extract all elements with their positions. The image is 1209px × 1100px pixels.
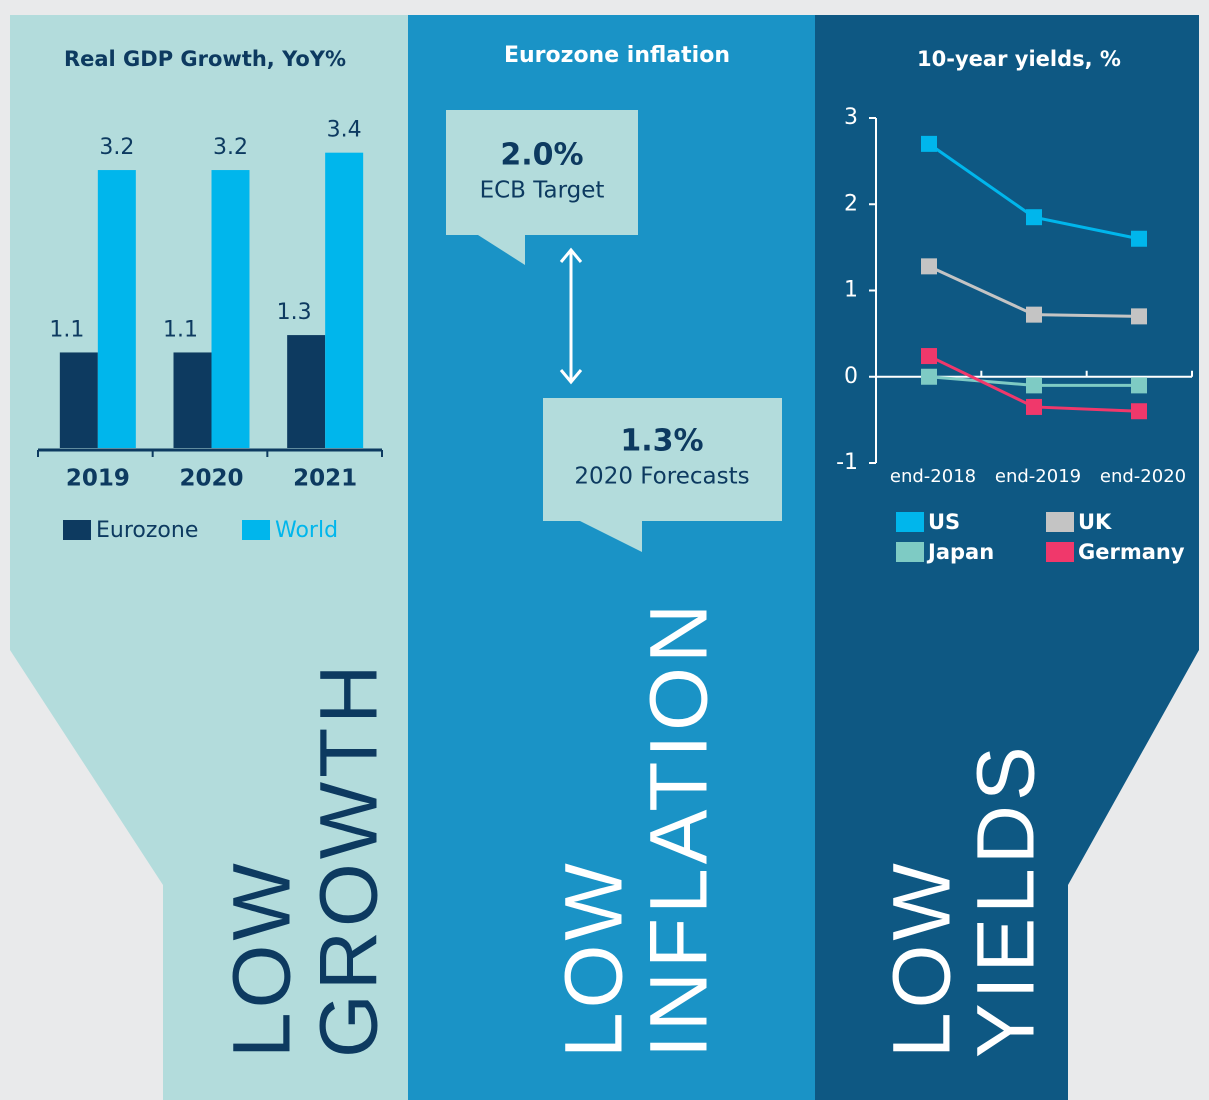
marker bbox=[1131, 377, 1147, 394]
bar bbox=[97, 170, 136, 449]
panel-word: INFLATION bbox=[634, 600, 725, 1058]
legend-label: Eurozone bbox=[96, 518, 198, 543]
y-tick-label: 3 bbox=[844, 105, 858, 130]
x-tick-label: 2020 bbox=[179, 466, 243, 492]
bar bbox=[325, 152, 364, 448]
marker bbox=[1131, 403, 1147, 420]
panel-word: LOW bbox=[549, 859, 640, 1058]
value-label: 3.4 bbox=[327, 118, 362, 143]
panel-word: LOW bbox=[217, 859, 308, 1058]
bar bbox=[59, 352, 98, 448]
marker bbox=[921, 368, 937, 385]
marker bbox=[1026, 377, 1042, 394]
marker bbox=[1026, 306, 1042, 323]
legend-swatch bbox=[242, 520, 270, 540]
marker bbox=[921, 135, 937, 152]
legend-label: Japan bbox=[926, 540, 994, 564]
legend-swatch bbox=[1046, 542, 1074, 562]
panel-word: LOW bbox=[877, 859, 968, 1058]
value-label: 3.2 bbox=[213, 135, 248, 160]
callout-label: 2020 Forecasts bbox=[574, 464, 749, 490]
legend-label: Germany bbox=[1078, 540, 1185, 564]
x-tick-label: end-2018 bbox=[890, 466, 976, 487]
y-tick-label: 1 bbox=[844, 278, 858, 303]
bar bbox=[211, 170, 250, 449]
marker bbox=[1026, 398, 1042, 415]
value-label: 1.1 bbox=[163, 317, 198, 342]
y-tick-label: 0 bbox=[844, 364, 858, 389]
legend-label: World bbox=[275, 518, 338, 543]
chart-title: 10-year yields, % bbox=[917, 47, 1121, 71]
marker bbox=[1026, 209, 1042, 226]
bar bbox=[287, 335, 326, 448]
callout bbox=[446, 110, 638, 265]
marker bbox=[1131, 308, 1147, 325]
marker bbox=[921, 258, 937, 275]
panel-word: YIELDS bbox=[961, 742, 1052, 1058]
panel-word: GROWTH bbox=[304, 661, 395, 1058]
callout-value: 2.0% bbox=[500, 138, 583, 173]
value-label: 1.3 bbox=[277, 300, 312, 325]
callout-label: ECB Target bbox=[480, 178, 605, 204]
legend-swatch bbox=[896, 542, 924, 562]
legend-swatch bbox=[896, 512, 924, 532]
legend-label: UK bbox=[1078, 510, 1112, 534]
marker bbox=[1131, 230, 1147, 247]
legend-label: US bbox=[928, 510, 960, 534]
chart-title: Real GDP Growth, YoY% bbox=[64, 47, 346, 71]
x-tick-label: 2019 bbox=[66, 466, 130, 492]
callout-value: 1.3% bbox=[620, 424, 703, 459]
value-label: 3.2 bbox=[99, 135, 134, 160]
x-tick-label: 2021 bbox=[293, 466, 357, 492]
legend-swatch bbox=[63, 520, 91, 540]
x-tick-label: end-2019 bbox=[995, 466, 1081, 487]
bar bbox=[173, 352, 212, 448]
double-arrow bbox=[559, 247, 583, 385]
panel-title: Eurozone inflation bbox=[504, 43, 730, 68]
y-tick-label: -1 bbox=[836, 450, 858, 475]
legend-swatch bbox=[1046, 512, 1074, 532]
callout bbox=[543, 398, 782, 552]
x-tick-label: end-2020 bbox=[1100, 466, 1186, 487]
yields-panel bbox=[815, 15, 1199, 1100]
marker bbox=[921, 348, 937, 365]
y-tick-label: 2 bbox=[844, 191, 858, 216]
value-label: 1.1 bbox=[49, 317, 84, 342]
